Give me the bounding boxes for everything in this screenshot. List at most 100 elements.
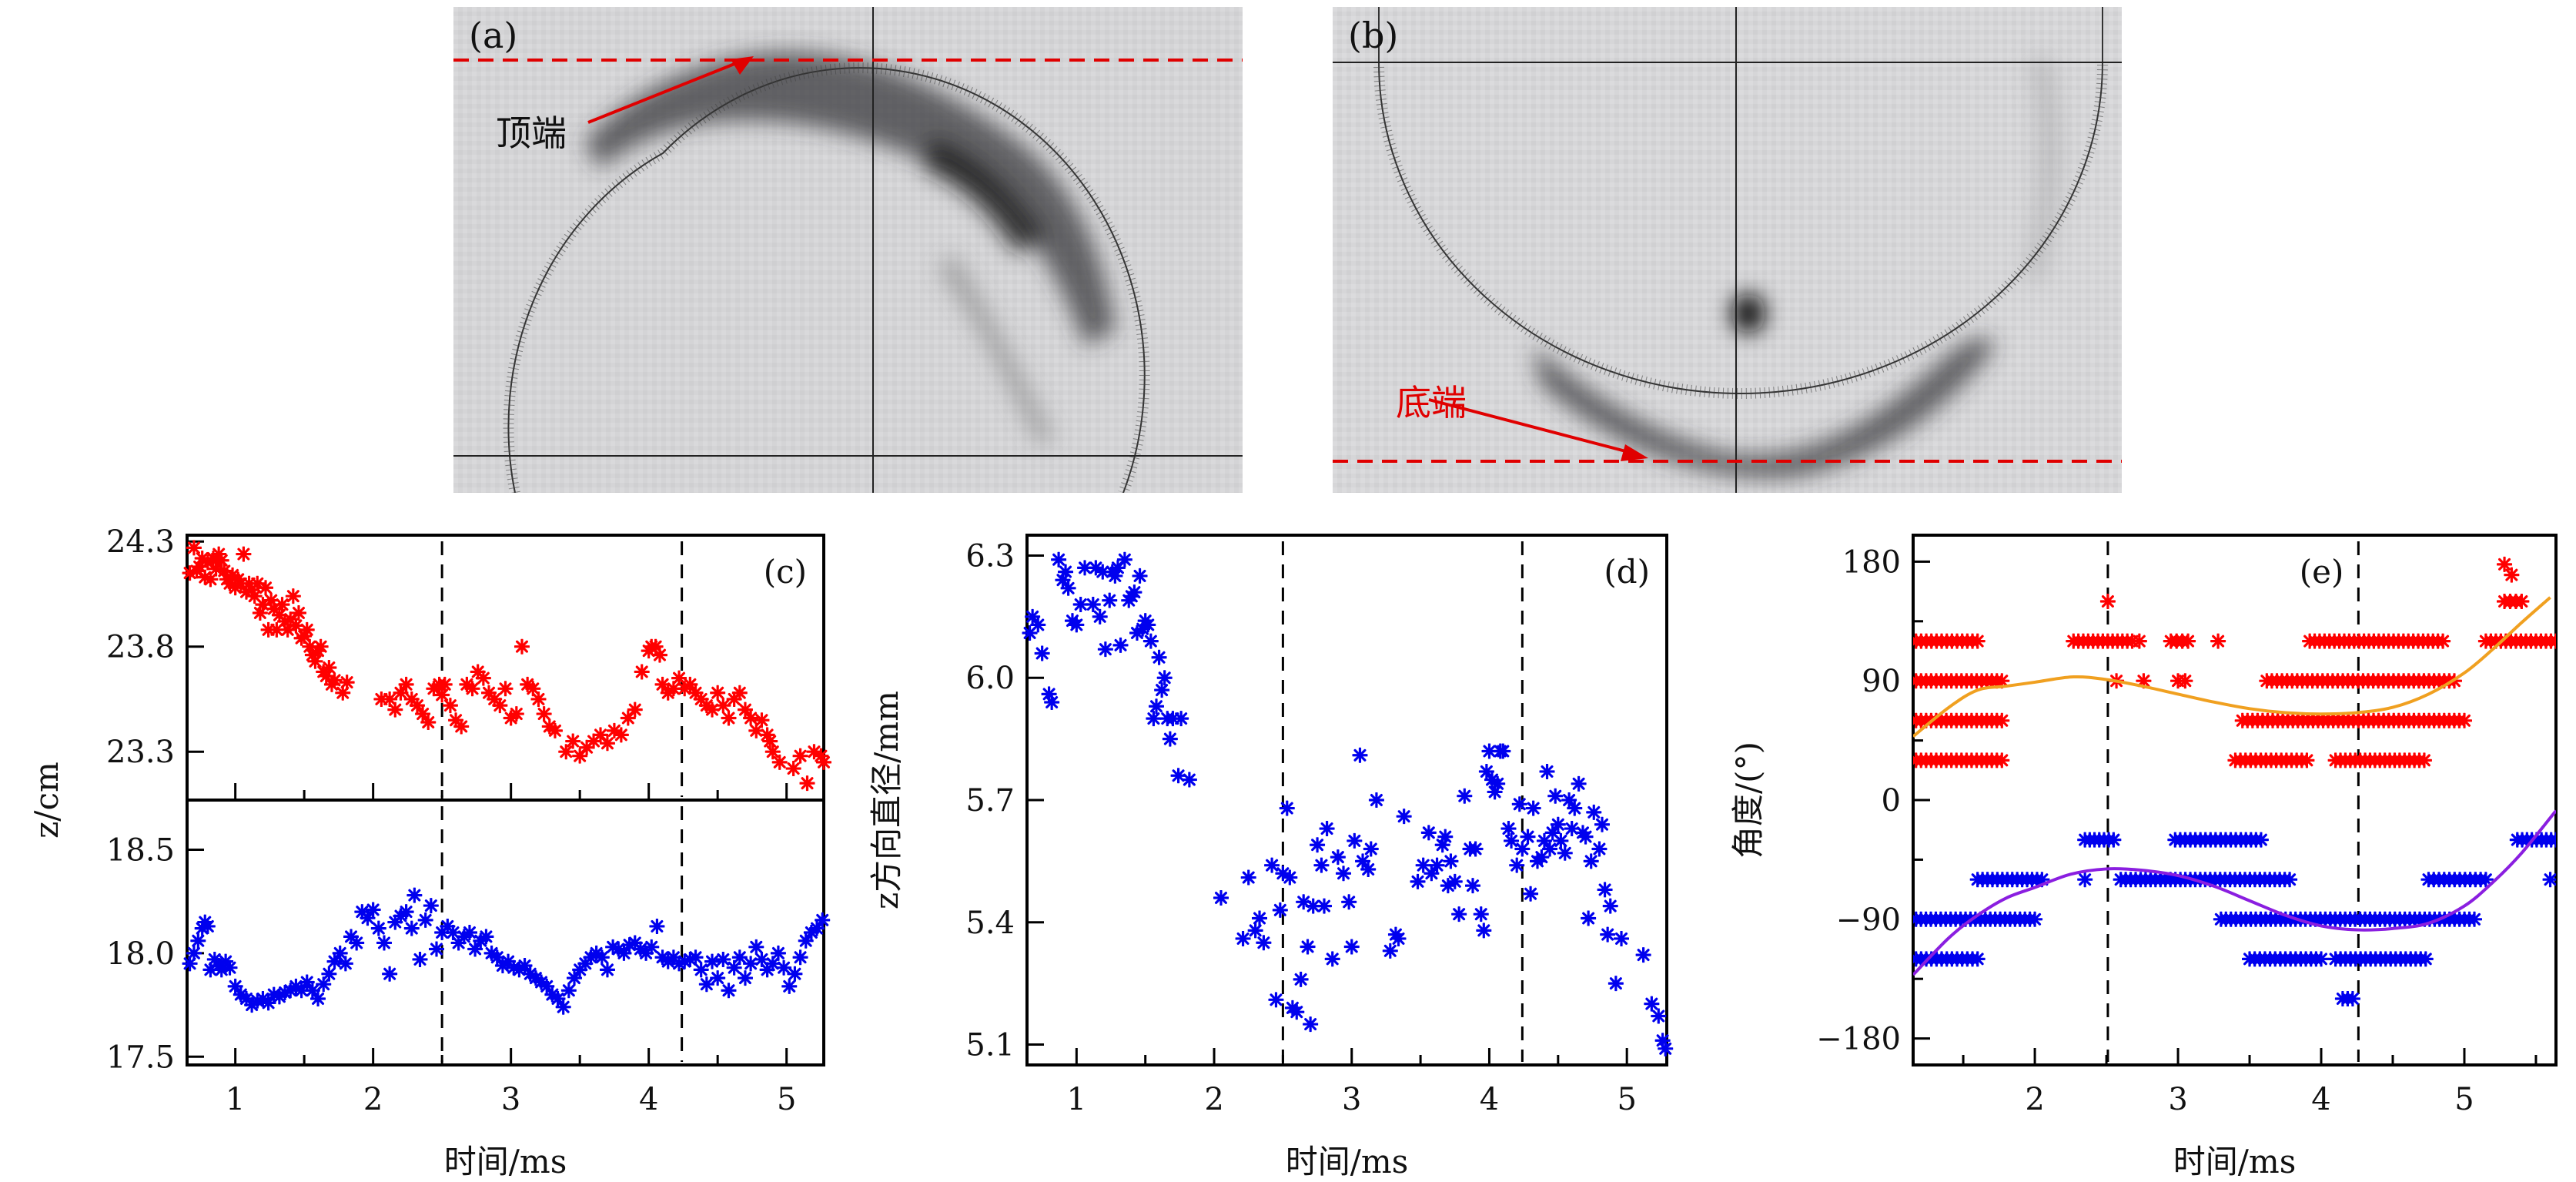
data-point-z-diameter [1360,861,1377,877]
data-point-z-diameter [1162,731,1178,747]
data-point-top-end-z [514,638,530,655]
data-point-z-diameter [1293,971,1309,987]
panel-c-x-axis-label: 时间/ms [444,1143,567,1180]
data-point-bottom-end-z [815,912,831,928]
data-point-bottom-end-z [693,962,709,978]
data-point-bottom-end-z [599,962,615,978]
data-point-z-diameter [1148,698,1164,715]
data-point-top-end-z [508,706,524,722]
data-point-top-end-z [299,621,315,638]
data-point-z-diameter [1060,580,1076,596]
data-point-top-end-z [547,722,563,738]
data-point-z-diameter [1264,857,1280,873]
data-point-z-diameter [1368,792,1384,808]
arrow-shaft-a [587,59,743,124]
photo-a-top-end: (a) 顶端 [453,7,1243,493]
data-point-bottom-end-z [398,904,414,920]
data-point-top-end-angle [2099,594,2116,609]
data-point-top-end-z [307,653,323,669]
panel-tag-a: (a) [469,15,518,56]
data-point-z-diameter [1313,857,1330,873]
data-point-z-diameter [1140,617,1156,633]
data-point-top-end-z [792,748,808,764]
data-point-z-diameter [1132,568,1148,584]
droplet-blob [1731,293,1765,333]
data-point-top-end-z [613,727,629,743]
panel-c-bottom-ytick-label: 18.0 [106,936,175,972]
data-point-bottom-end-z [776,959,792,976]
data-point-z-diameter [1310,837,1326,853]
data-point-z-diameter [1467,841,1484,857]
data-point-top-end-z [186,540,202,556]
data-point-z-diameter [1542,841,1558,857]
data-point-z-diameter [1146,711,1162,727]
panel-e-xtick-label: 5 [2454,1082,2474,1117]
data-point-z-diameter [1382,943,1398,959]
data-point-z-diameter [1058,564,1074,580]
data-point-z-diameter [1085,596,1101,612]
chart-panel-d: 5.1 5.4 5.7 6.0 6.3 1 2 3 4 5 (d) 时间/ms z方向直径/mm [868,534,1674,1180]
data-point-z-diameter [1316,898,1333,914]
arrow-shaft-b [1428,398,1635,455]
data-point-bottom-end-z [478,929,494,945]
data-point-z-diameter [1154,682,1170,698]
data-point-z-diameter [1044,694,1060,710]
data-point-top-end-z [313,638,329,655]
data-point-z-diameter [1586,804,1602,820]
data-point-top-end-z [799,775,815,792]
data-point-z-diameter [1495,743,1511,759]
data-point-z-diameter [1473,906,1489,922]
data-point-z-diameter [1126,584,1142,601]
data-point-z-diameter [1112,637,1129,653]
data-point-top-end-z [536,706,552,722]
data-point-bottom-end-z [731,949,748,966]
data-point-top-end-z [762,733,778,749]
data-point-z-diameter [1069,617,1085,633]
data-point-z-diameter [1651,1008,1667,1024]
series-bottom-end-z [182,887,831,1015]
data-point-bottom-end-z [370,920,386,936]
data-point-bottom-end-z [698,976,714,993]
data-point-top-end-z [497,681,514,697]
panel-e-frame [1912,534,2558,1066]
data-point-bottom-end-z [770,945,786,961]
data-point-top-end-z [627,701,643,718]
photo-b-bottom-end: (b) 底端 [1333,7,2122,493]
data-point-z-diameter [1658,1040,1674,1056]
data-point-z-diameter [1213,890,1229,906]
data-point-bottom-end-angle [2253,832,2269,848]
data-point-bottom-end-z [737,970,753,986]
data-point-z-diameter [1550,816,1566,832]
data-point-z-diameter [1390,930,1407,946]
data-point-top-end-angle [2514,594,2530,609]
panel-c-bottom-ytick-label: 18.5 [106,833,175,869]
data-point-bottom-end-z [710,970,726,986]
data-point-bottom-end-angle [2106,832,2122,848]
series-bottom-end-angle [1913,832,2556,1006]
panel-c-bottom-xtick-label: 1 [226,1082,245,1117]
data-point-bottom-end-z [715,951,731,967]
data-point-z-diameter [1509,857,1525,873]
data-point-z-diameter [1341,894,1357,910]
series-top-end-angle [1913,556,2556,768]
data-point-z-diameter [1092,608,1108,624]
panel-e-xtick-label: 3 [2168,1082,2187,1117]
data-point-z-diameter [1594,816,1611,832]
data-point-z-diameter [1272,902,1288,918]
panel-e-x-axis-label: 时间/ms [2173,1143,2297,1180]
data-point-z-diameter [1051,551,1067,568]
data-point-z-diameter [1252,910,1268,926]
data-point-top-end-angle [2548,633,2556,649]
data-point-z-diameter [1289,1004,1305,1020]
data-point-z-diameter [1591,841,1607,857]
data-point-top-end-angle [2435,633,2451,649]
series-bottom-end-fit [1913,809,2556,976]
data-point-z-diameter [1256,935,1272,951]
photo-b-background [1333,7,2122,493]
data-point-bottom-end-z [555,999,571,1015]
data-point-z-diameter [1282,869,1298,886]
data-point-bottom-end-z [382,966,398,982]
data-point-bottom-end-z [406,887,423,903]
panel-d-xtick-label: 1 [1067,1082,1086,1117]
